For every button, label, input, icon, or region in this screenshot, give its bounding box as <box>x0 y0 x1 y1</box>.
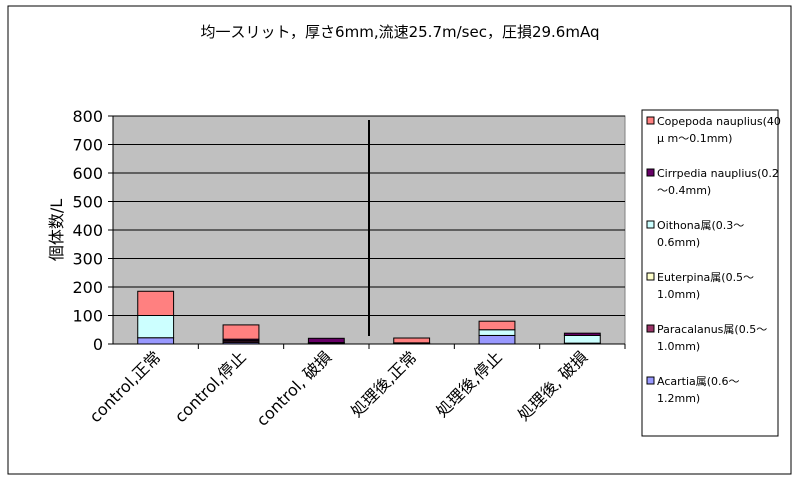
legend-label: Oithona属(0.3～ <box>657 219 744 232</box>
bar-segment <box>478 320 516 331</box>
legend-swatch <box>646 272 655 281</box>
bar-segment <box>137 337 175 345</box>
legend-label: Euterpina属(0.5～ <box>657 271 754 284</box>
legend-label: ～0.4mm) <box>657 184 711 197</box>
y-tick-label: 400 <box>72 221 103 240</box>
legend-label: Copepoda nauplius(40 <box>657 115 781 128</box>
bar-segment <box>393 337 431 344</box>
legend-swatch <box>646 376 655 385</box>
legend-swatch <box>646 168 655 177</box>
chart-title: 均一スリット，厚さ6mm,流速25.7m/sec，圧損29.6mAq <box>201 23 600 41</box>
legend-swatch <box>646 116 655 125</box>
y-tick-label: 200 <box>72 278 103 297</box>
legend-label: μ m～0.1mm) <box>657 132 732 145</box>
bar-segment <box>563 334 601 344</box>
y-tick-label: 600 <box>72 164 103 183</box>
legend: Copepoda nauplius(40 μ m～0.1mm) Cirrpedia … <box>641 109 781 437</box>
bar-segment <box>307 337 345 344</box>
bar-segment <box>478 334 516 345</box>
bar-segment <box>563 332 601 336</box>
y-tick-label: 100 <box>72 307 103 326</box>
bar-segment <box>478 329 516 336</box>
y-axis-label: 個体数/L <box>47 199 66 261</box>
legend-label: Cirrpedia nauplius(0.2 <box>657 167 779 180</box>
legend-label: 1.0mm) <box>657 340 700 353</box>
legend-swatch <box>646 324 655 333</box>
legend-label: Paracalanus属(0.5～ <box>657 323 767 336</box>
legend-label: 1.2mm) <box>657 392 700 405</box>
bar-segment <box>137 315 175 339</box>
legend-label: Acartia属(0.6～ <box>657 375 740 388</box>
y-tick-label: 700 <box>72 136 103 155</box>
legend-label: 0.6mm) <box>657 236 700 249</box>
bar-segment <box>222 324 260 340</box>
legend-label: 1.0mm) <box>657 288 700 301</box>
legend-box <box>641 109 779 437</box>
bar-segment <box>137 290 175 316</box>
y-tick-label: 0 <box>93 335 103 354</box>
y-tick-label: 500 <box>72 193 103 212</box>
y-tick-label: 300 <box>72 250 103 269</box>
y-tick-label: 800 <box>72 107 103 126</box>
legend-swatch <box>646 220 655 229</box>
